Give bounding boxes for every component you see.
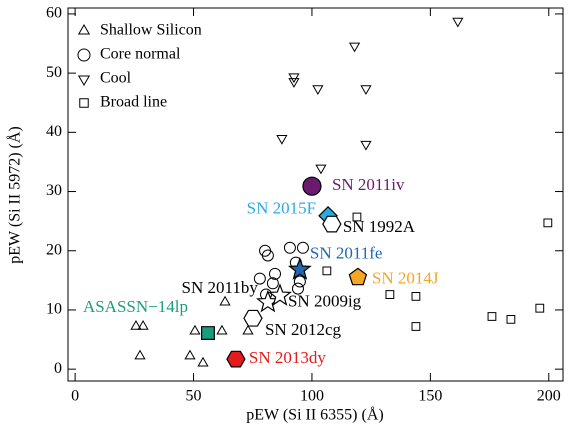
data-point bbox=[268, 267, 282, 280]
x-tick-label: 100 bbox=[300, 388, 324, 405]
data-point bbox=[312, 85, 324, 96]
data-point bbox=[283, 241, 296, 254]
y-tick-label: 50 bbox=[46, 64, 62, 81]
x-tick-label: 150 bbox=[418, 388, 442, 405]
data-point bbox=[293, 275, 306, 288]
legend-label: Broad line bbox=[100, 94, 167, 111]
highlight-point bbox=[287, 257, 312, 280]
data-point bbox=[253, 272, 266, 285]
x-tick-label: 50 bbox=[186, 388, 202, 405]
data-point bbox=[348, 42, 361, 53]
data-point bbox=[130, 320, 142, 330]
y-tick-label: 40 bbox=[46, 123, 62, 140]
data-point bbox=[543, 218, 553, 228]
data-point bbox=[261, 249, 274, 262]
legend-marker bbox=[77, 75, 91, 86]
data-point bbox=[296, 241, 309, 254]
data-point bbox=[137, 320, 149, 330]
data-point bbox=[276, 135, 288, 145]
y-tick-label: 30 bbox=[46, 182, 62, 199]
data-point bbox=[452, 17, 464, 28]
legend-label: Cool bbox=[100, 70, 132, 87]
x-axis-label: pEW (Si II 6355) (Å) bbox=[246, 406, 383, 424]
y-tick-label: 0 bbox=[54, 360, 62, 377]
data-point bbox=[315, 164, 327, 175]
highlight-point bbox=[268, 283, 292, 306]
data-point bbox=[266, 277, 279, 290]
data-point bbox=[322, 266, 332, 276]
legend-label: Shallow Silicon bbox=[100, 22, 202, 39]
highlight-point bbox=[348, 267, 368, 286]
legend-label: Core normal bbox=[100, 46, 181, 63]
data-point bbox=[411, 322, 421, 331]
highlight-point bbox=[243, 309, 263, 327]
data-point bbox=[288, 73, 300, 84]
data-point bbox=[506, 315, 516, 324]
highlight-point bbox=[302, 176, 322, 196]
highlight-point bbox=[322, 215, 342, 233]
highlight-label: SN 2011by bbox=[182, 278, 259, 297]
highlight-label: SN 2011iv bbox=[332, 175, 405, 194]
legend-marker bbox=[77, 48, 91, 62]
data-point bbox=[385, 290, 395, 299]
data-point bbox=[487, 312, 497, 321]
y-tick-label: 20 bbox=[46, 241, 62, 258]
data-point bbox=[291, 282, 304, 295]
highlight-label: SN 1992A bbox=[343, 217, 416, 236]
y-axis-label: pEW (Si II 5972) (Å) bbox=[6, 126, 24, 263]
highlight-label: SN 2014J bbox=[372, 268, 439, 287]
highlight-label: SN 2011fe bbox=[310, 244, 383, 263]
highlight-label: SN 2009ig bbox=[288, 292, 362, 311]
highlight-label: SN 2012cg bbox=[265, 320, 342, 339]
data-point bbox=[242, 324, 254, 335]
highlight-point bbox=[201, 326, 215, 341]
y-tick-label: 10 bbox=[46, 301, 62, 318]
data-point bbox=[360, 85, 372, 96]
data-point bbox=[360, 140, 372, 151]
data-point bbox=[219, 295, 231, 306]
data-point bbox=[352, 212, 362, 222]
data-point bbox=[411, 291, 421, 301]
legend-marker bbox=[77, 24, 91, 35]
data-point bbox=[197, 356, 209, 367]
plot-frame bbox=[67, 7, 564, 382]
data-point bbox=[216, 324, 228, 335]
x-tick-label: 200 bbox=[537, 388, 561, 405]
highlight-label: ASASSN−14lp bbox=[83, 297, 188, 316]
legend-marker bbox=[79, 98, 89, 108]
highlight-point bbox=[226, 350, 246, 368]
x-tick-label: 0 bbox=[71, 388, 79, 405]
data-point bbox=[189, 324, 201, 335]
data-point bbox=[134, 349, 146, 360]
data-point bbox=[535, 303, 545, 313]
y-tick-label: 60 bbox=[46, 5, 62, 22]
highlight-label: SN 2015F bbox=[247, 199, 316, 218]
highlight-label: SN 2013dy bbox=[249, 348, 326, 367]
data-point bbox=[184, 349, 196, 360]
data-point bbox=[288, 78, 300, 88]
